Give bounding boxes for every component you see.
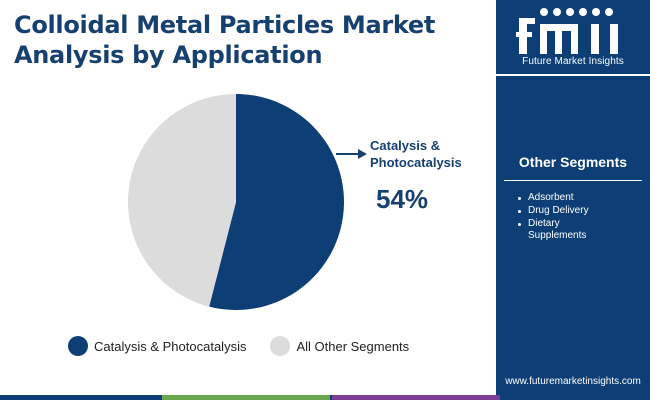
callout-arrow-icon	[336, 149, 367, 159]
bottom-bar-segment	[500, 395, 650, 400]
pie-slice-other	[128, 94, 236, 307]
callout-value: 54%	[376, 184, 429, 214]
legend-swatch-other	[270, 336, 291, 356]
callout-label-line-2: Photocatalysis	[370, 155, 462, 170]
legend-label-other: All Other Segments	[296, 338, 410, 354]
bottom-bar-segment	[0, 395, 162, 400]
sidebar: Future Market Insights Other Segments Ad…	[496, 0, 650, 400]
bottom-color-bar	[0, 395, 650, 400]
other-segments-divider	[504, 180, 642, 181]
other-segments-list: Adsorbent Drug Delivery Dietary Suppleme…	[516, 192, 642, 243]
pie-slice-catalysis	[209, 94, 344, 310]
page-title: Colloidal Metal Particles Market Analysi…	[14, 10, 484, 70]
legend-item-catalysis: Catalysis & Photocatalysis	[68, 336, 246, 356]
callout-label: Catalysis & Photocatalysis	[370, 137, 462, 171]
fmi-logo-icon	[516, 8, 618, 54]
callout-label-line-1: Catalysis &	[370, 138, 441, 153]
brand-tagline: Future Market Insights	[522, 56, 624, 67]
brand-logo: Future Market Insights	[496, 0, 650, 76]
bottom-bar-segment	[330, 395, 332, 400]
bottom-bar-segment	[162, 395, 330, 400]
list-item: Dietary Supplements	[516, 218, 594, 242]
pie-chart	[128, 94, 344, 310]
legend-item-other: All Other Segments	[270, 336, 409, 356]
website-link[interactable]: www.futuremarketinsights.com	[505, 376, 641, 387]
legend-swatch-catalysis	[68, 336, 88, 356]
title-line-1: Colloidal Metal Particles Market	[14, 11, 436, 39]
other-segments-title: Other Segments	[518, 154, 628, 170]
legend-label-catalysis: Catalysis & Photocatalysis	[94, 338, 247, 354]
list-item: Adsorbent	[516, 192, 642, 204]
title-line-2: Analysis by Application	[14, 41, 323, 69]
chart-legend: Catalysis & Photocatalysis All Other Seg…	[68, 336, 433, 356]
list-item: Drug Delivery	[516, 205, 642, 217]
bottom-bar-segment	[332, 395, 500, 400]
